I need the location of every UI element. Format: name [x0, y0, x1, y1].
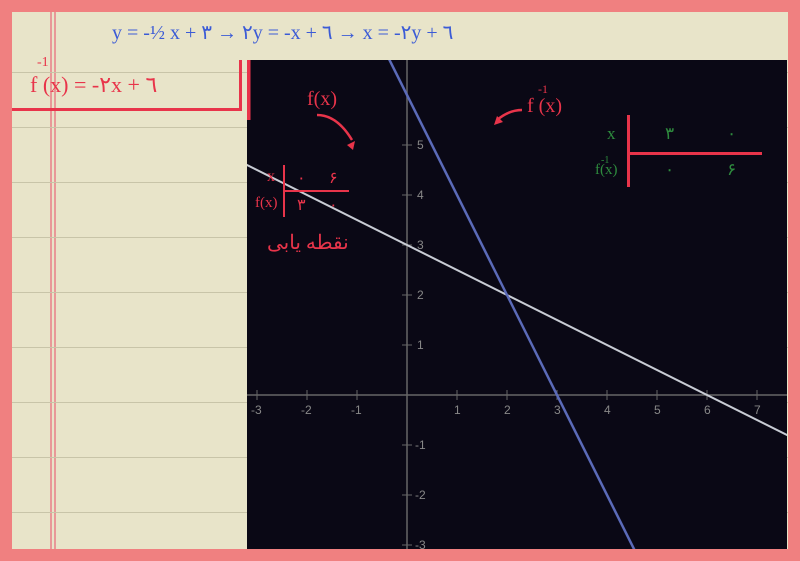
tr-r1c2: ۰ — [727, 124, 736, 144]
tr-vline — [627, 115, 630, 187]
tr-r1c1: ۳ — [665, 124, 674, 144]
tl-vline — [283, 165, 285, 217]
fx-label: f(x) — [307, 88, 337, 111]
x-tick: 6 — [704, 403, 711, 417]
inverse-eq: f (x) = -۲x + ٦ — [30, 72, 157, 98]
tr-r2c2: ۶ — [727, 160, 736, 180]
x-tick: 2 — [504, 403, 511, 417]
finv-label: f (x) — [527, 95, 562, 118]
tl-r2c2: ۰ — [329, 195, 338, 215]
tl-r2c0: f(x) — [255, 195, 278, 212]
tl-r2c1: ۳ — [297, 195, 306, 215]
x-tick: 7 — [754, 403, 761, 417]
chart-svg — [247, 60, 787, 549]
red-underline — [12, 108, 242, 111]
frame: y = -½ x + ۳ → ۲y = -x + ٦ → x = -۲y + ٦… — [0, 0, 800, 561]
tr-r2c0: f(x) — [595, 162, 618, 179]
x-tick: 4 — [604, 403, 611, 417]
x-tick: -3 — [251, 403, 262, 417]
tl-r1c1: ۰ — [297, 168, 306, 188]
x-tick: 3 — [554, 403, 561, 417]
x-tick: 1 — [454, 403, 461, 417]
note-label: نقطه یابی — [267, 230, 349, 255]
tl-hline — [283, 190, 349, 192]
x-tick: -1 — [351, 403, 362, 417]
tl-r1c0: x — [267, 168, 275, 186]
y-tick: -1 — [415, 438, 426, 452]
x-tick: -2 — [301, 403, 312, 417]
y-tick: 4 — [417, 188, 424, 202]
y-tick: 2 — [417, 288, 424, 302]
y-tick: 1 — [417, 338, 424, 352]
paper: y = -½ x + ۳ → ۲y = -x + ٦ → x = -۲y + ٦… — [12, 12, 788, 549]
chart-area: -3 -2 -1 1 2 3 4 5 6 7 1 2 3 4 5 -1 -2 -… — [247, 60, 787, 549]
y-tick: -3 — [415, 538, 426, 549]
y-tick: -2 — [415, 488, 426, 502]
x-tick: 5 — [654, 403, 661, 417]
tr-hline — [627, 152, 762, 155]
tr-r1c0: x — [607, 124, 616, 144]
red-vertical — [239, 60, 242, 111]
tr-r2c1: ۰ — [665, 160, 674, 180]
inverse-sup: -1 — [37, 55, 49, 71]
y-tick: 3 — [417, 238, 424, 252]
equation-chain: y = -½ x + ۳ → ۲y = -x + ٦ → x = -۲y + ٦ — [112, 20, 453, 45]
tl-r1c2: ۶ — [329, 168, 338, 188]
y-tick: 5 — [417, 138, 424, 152]
